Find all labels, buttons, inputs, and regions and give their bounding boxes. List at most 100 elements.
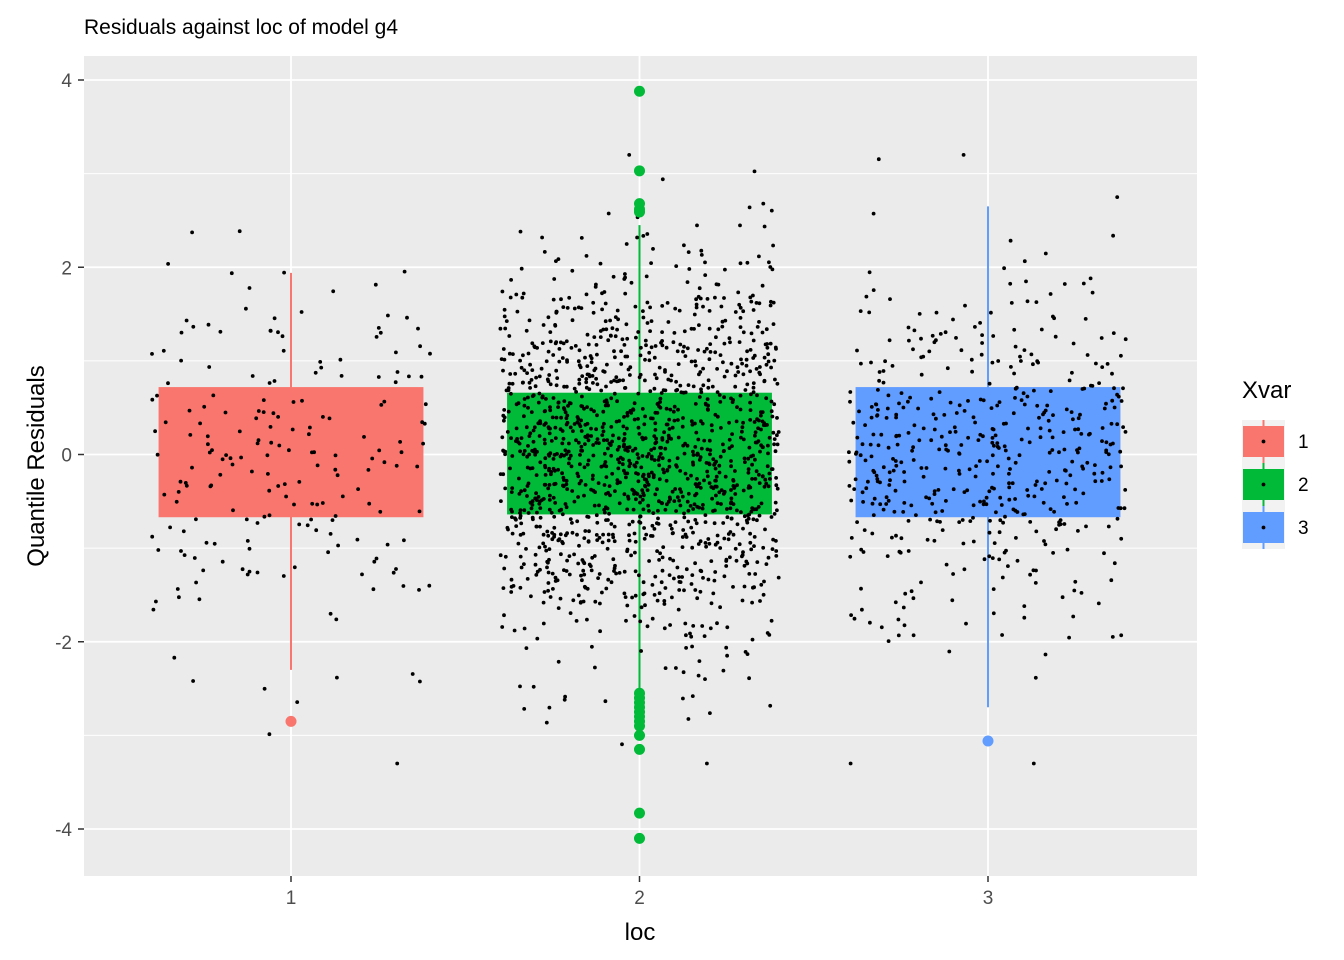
jitter-point [689,525,694,530]
jitter-point [649,261,653,265]
jitter-point [695,596,700,601]
jitter-point [714,474,719,479]
jitter-point [713,542,718,547]
jitter-point [307,432,311,437]
jitter-point [623,386,628,390]
jitter-point [724,564,729,568]
jitter-point [518,684,522,689]
jitter-point [551,297,556,302]
jitter-point [943,330,948,335]
jitter-point [518,449,522,454]
jitter-point [729,361,734,366]
jitter-point [563,502,568,506]
jitter-point [647,474,651,479]
jitter-point [564,422,569,427]
jitter-point [774,476,778,480]
jitter-point [1051,551,1055,555]
jitter-point [1122,506,1127,511]
jitter-point [1014,536,1018,540]
jitter-point [762,421,767,426]
jitter-point [1110,398,1115,403]
jitter-point [750,462,754,467]
jitter-point [616,466,621,471]
jitter-point [339,374,344,378]
jitter-point [611,433,615,438]
jitter-point [738,261,743,266]
jitter-point [1073,487,1077,492]
jitter-point [267,513,272,518]
jitter-point [891,457,895,461]
jitter-point [616,457,620,462]
jitter-point [879,625,884,630]
jitter-point [713,350,718,355]
jitter-point [965,488,970,493]
jitter-point [1037,415,1041,420]
jitter-point [772,358,777,363]
jitter-point [971,503,976,508]
jitter-point [1060,595,1065,600]
jitter-point [656,522,661,526]
jitter-point [395,370,400,374]
jitter-point [367,501,372,506]
jitter-point [1028,520,1033,524]
jitter-point [953,429,958,434]
jitter-point [714,335,718,340]
jitter-point [153,429,158,434]
jitter-point [649,345,654,350]
jitter-point [335,675,339,680]
jitter-point [717,490,722,495]
jitter-point [569,346,574,350]
jitter-point [553,481,558,486]
jitter-point [701,304,705,309]
jitter-point [754,367,759,371]
jitter-point [1057,450,1061,455]
jitter-point [603,301,608,306]
jitter-point [653,421,658,426]
jitter-point [188,433,193,437]
jitter-point [522,488,527,493]
jitter-point [686,519,691,524]
jitter-point [520,295,525,300]
jitter-point [893,488,898,493]
jitter-point [1100,439,1104,443]
jitter-point [966,435,970,440]
jitter-point [981,502,986,507]
jitter-point [771,243,775,248]
jitter-point [1112,405,1117,410]
jitter-point [641,507,646,512]
jitter-point [851,420,856,425]
jitter-point [731,585,735,589]
jitter-point [636,417,640,421]
jitter-point [761,545,766,550]
jitter-point [649,534,653,538]
jitter-point [522,626,527,631]
jitter-point [724,645,729,650]
jitter-point [592,554,597,558]
jitter-point [585,421,590,426]
jitter-point [596,576,600,580]
jitter-point [876,388,880,392]
jitter-point [583,529,588,533]
jitter-point [711,591,716,596]
jitter-point [633,304,638,309]
jitter-point [1033,675,1038,680]
jitter-point [577,543,581,548]
jitter-point [743,460,747,464]
jitter-point [859,586,863,591]
jitter-point [526,351,531,356]
jitter-point [701,503,705,507]
jitter-point [542,409,547,414]
jitter-point [546,349,551,354]
jitter-point [657,477,662,482]
jitter-point [547,498,552,502]
jitter-point [895,442,900,447]
jitter-point [519,565,524,570]
jitter-point [772,512,777,516]
jitter-point [678,487,682,491]
jitter-point [758,599,762,603]
jitter-point [762,579,766,584]
jitter-point [948,430,952,434]
jitter-point [507,334,512,338]
jitter-point [585,405,589,409]
jitter-point [525,494,529,498]
